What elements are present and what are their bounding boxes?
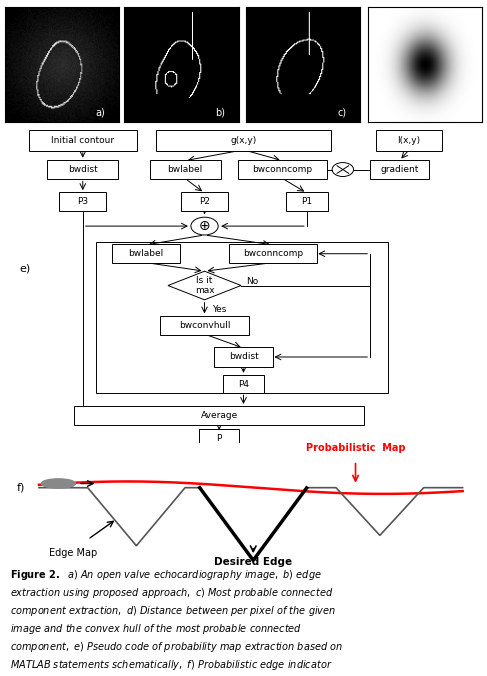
Text: Desired Edge: Desired Edge [214, 557, 292, 567]
FancyBboxPatch shape [286, 192, 328, 210]
Ellipse shape [41, 479, 75, 488]
Text: Yes: Yes [212, 305, 226, 314]
Text: $\bf{Figure\ 2.}$$\it{\ \ a)\ An\ open\ valve\ echocardiography\ image,\ b)\ edg: $\bf{Figure\ 2.}$$\it{\ \ a)\ An\ open\ … [10, 568, 343, 676]
Text: Probabilistic  Map: Probabilistic Map [306, 443, 405, 454]
Text: b): b) [215, 107, 225, 117]
FancyBboxPatch shape [214, 347, 273, 366]
FancyBboxPatch shape [150, 160, 221, 179]
FancyBboxPatch shape [74, 406, 364, 425]
FancyBboxPatch shape [161, 316, 248, 335]
Text: I(x,y): I(x,y) [397, 136, 421, 145]
Text: P2: P2 [199, 197, 210, 206]
Text: bwconncomp: bwconncomp [243, 249, 303, 258]
FancyBboxPatch shape [47, 160, 118, 179]
FancyBboxPatch shape [200, 429, 239, 447]
Text: ⊕: ⊕ [199, 219, 210, 233]
Text: a): a) [96, 107, 106, 117]
FancyBboxPatch shape [370, 160, 429, 179]
Text: No: No [246, 277, 258, 286]
Text: bwconncomp: bwconncomp [252, 165, 313, 174]
Text: P4: P4 [238, 379, 249, 389]
Text: P1: P1 [301, 197, 312, 206]
Text: P: P [216, 433, 222, 443]
Text: Is it
max: Is it max [195, 276, 214, 295]
Text: Initial contour: Initial contour [51, 136, 114, 145]
Text: P3: P3 [77, 197, 88, 206]
FancyBboxPatch shape [223, 375, 264, 393]
Text: bwdist: bwdist [228, 352, 259, 362]
Polygon shape [168, 271, 241, 300]
FancyBboxPatch shape [376, 130, 442, 151]
FancyBboxPatch shape [181, 192, 228, 210]
FancyBboxPatch shape [29, 130, 137, 151]
Text: c): c) [337, 107, 347, 117]
Text: bwlabel: bwlabel [129, 249, 164, 258]
FancyBboxPatch shape [59, 192, 106, 210]
Text: e): e) [19, 263, 31, 273]
Text: d): d) [459, 107, 468, 117]
FancyBboxPatch shape [229, 244, 317, 264]
Text: Average: Average [201, 411, 238, 420]
FancyBboxPatch shape [238, 160, 326, 179]
Text: bwconvhull: bwconvhull [179, 320, 230, 330]
Text: g(x,y): g(x,y) [230, 136, 257, 145]
Text: bwdist: bwdist [68, 165, 98, 174]
Text: f): f) [17, 483, 25, 493]
Text: gradient: gradient [380, 165, 418, 174]
Text: Edge Map: Edge Map [49, 548, 97, 558]
Text: bwlabel: bwlabel [168, 165, 203, 174]
FancyBboxPatch shape [156, 130, 331, 151]
FancyBboxPatch shape [112, 244, 181, 264]
